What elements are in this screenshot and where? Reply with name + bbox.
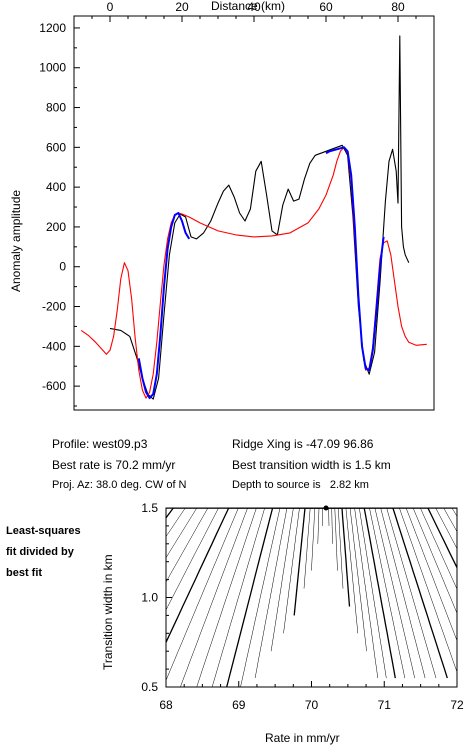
misfit-contour-line	[293, 508, 351, 616]
y-tick-label: 1.5	[141, 501, 158, 515]
source-depth-label: Depth to source is 2.82 km	[232, 479, 369, 491]
y-tick-label: 600	[46, 140, 66, 154]
misfit-contour-line	[303, 508, 344, 589]
misfit-contour-line	[270, 508, 367, 652]
misfit-contour-line	[254, 508, 379, 679]
caption-line-1: Least-squares	[6, 525, 81, 537]
y-tick-label: 0	[59, 260, 66, 274]
x-tick-label: 0	[107, 0, 114, 14]
y-tick-label: 200	[46, 220, 66, 234]
y-tick-label: 400	[46, 180, 66, 194]
x-tick-label: 70	[305, 698, 319, 712]
y-tick-label: -200	[42, 300, 66, 314]
misfit-contour-line	[196, 508, 415, 687]
misfit-contour-line	[166, 508, 457, 642]
misfit-contour-line	[240, 508, 387, 687]
y-tick-label: -600	[42, 379, 66, 393]
misfit-contour-line	[283, 508, 359, 634]
misfit-contour-line	[226, 508, 396, 687]
caption-line-3: best fit	[6, 567, 43, 579]
contour-y-axis-title: Transition width in km	[101, 554, 115, 670]
x-tick-label: 40	[247, 0, 261, 14]
contour-plot-frame	[165, 507, 458, 688]
misfit-contour-line	[166, 508, 457, 550]
misfit-contour-line	[166, 508, 437, 682]
y-tick-label: 1200	[39, 21, 66, 35]
observed-profile-line	[109, 35, 410, 400]
projection-azimuth-label: Proj. Az: 38.0 deg. CW of N	[52, 479, 187, 491]
x-tick-label: 72	[450, 698, 464, 712]
x-tick-label: 71	[378, 698, 392, 712]
profile-y-axis-title: Anomaly amplitude	[9, 189, 23, 292]
y-tick-label: 800	[46, 101, 66, 115]
x-tick-label: 20	[175, 0, 189, 14]
x-tick-label: 80	[391, 0, 405, 14]
y-tick-label: -400	[42, 339, 66, 353]
misfit-contour-line	[322, 508, 330, 526]
ridge-crossing-label: Ridge Xing is -47.09 96.86	[232, 437, 374, 451]
profile-chart: -600 -400 -200 0 200 400 600 800 1000 1200 0 20 40 60…	[39, 0, 435, 411]
best-width-label: Best transition width is 1.5 km	[232, 458, 391, 472]
misfit-contour-line	[166, 508, 457, 673]
x-tick-label: 68	[159, 698, 173, 712]
y-tick-label: 1000	[39, 61, 66, 75]
x-tick-label: 60	[319, 0, 333, 14]
misfit-contour-line	[180, 508, 426, 687]
best-fit-marker	[323, 505, 329, 511]
y-tick-label: 0.5	[141, 680, 158, 694]
profile-x-axis-title: Distance (km)	[211, 0, 286, 13]
misfit-contour-line	[311, 508, 338, 571]
profile-name-label: Profile: west09.p3	[52, 437, 148, 451]
best-rate-label: Best rate is 70.2 mm/yr	[52, 458, 176, 472]
misfit-contour-line	[211, 508, 406, 687]
caption-line-2: fit divided by	[6, 546, 74, 558]
misfit-contour-line	[166, 508, 448, 679]
contour-x-axis-title: Rate in mm/yr	[265, 731, 340, 745]
misfit-contour-chart: 68 69 70 71 72 0.5 1.0 1.5	[141, 501, 464, 712]
y-tick-label: 1.0	[141, 591, 158, 605]
fit-window-line	[137, 146, 385, 400]
x-tick-label: 69	[232, 698, 246, 712]
misfit-contour-line	[317, 508, 333, 544]
profile-plot-frame	[73, 15, 435, 411]
